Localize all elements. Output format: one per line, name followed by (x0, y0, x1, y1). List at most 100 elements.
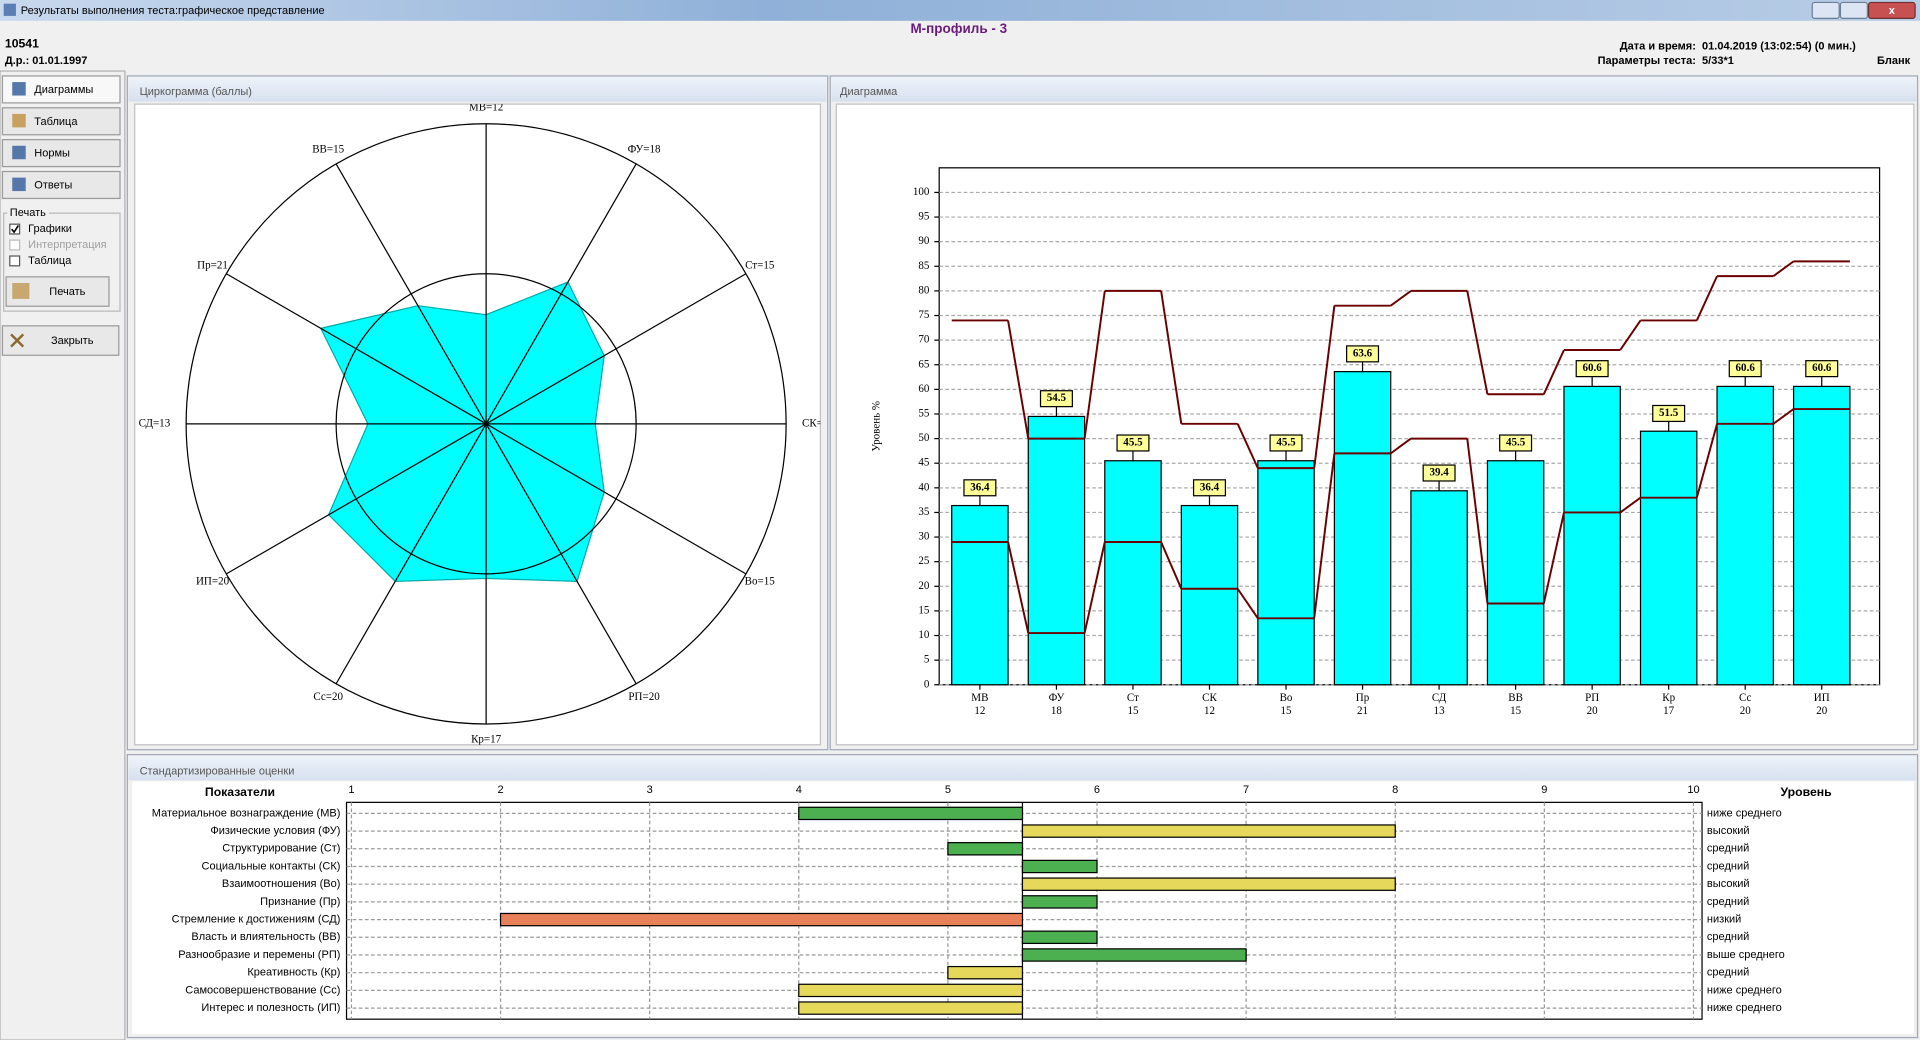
level-label: средний (1707, 896, 1749, 908)
norm-line-connector (1007, 320, 1030, 439)
y-tick-label: 5 (924, 654, 930, 666)
checkbox[interactable] (9, 255, 21, 267)
y-tick-label: 25 (918, 555, 930, 567)
x-tick-score: 17 (1663, 705, 1675, 717)
level-label: выше среднего (1707, 949, 1785, 961)
x-tick-label: 6 (1094, 784, 1100, 796)
x-tick-label: Ст (1127, 692, 1139, 704)
y-tick-label: 75 (918, 309, 930, 321)
row-label: Структурирование (Ст) (222, 843, 340, 855)
y-tick-label: 15 (918, 604, 930, 616)
row-label: Материальное вознаграждение (МВ) (152, 807, 341, 819)
x-tick-label: Сс (1739, 692, 1751, 704)
y-tick-label: 80 (918, 284, 930, 296)
norm-line-connector (1542, 349, 1565, 395)
level-label: высокий (1707, 825, 1750, 837)
bar (1716, 385, 1774, 686)
spoke (485, 423, 637, 685)
norm-line-connector (1160, 541, 1183, 590)
panel-title: Стандартизированные оценки (140, 766, 295, 778)
bar (1021, 930, 1098, 945)
panel-header (128, 755, 1917, 781)
minimize-button[interactable] (1811, 1, 1840, 19)
panel-header (831, 77, 1917, 102)
row-header: Показатели (205, 785, 275, 799)
x-tick-label: 2 (497, 784, 503, 796)
y-tick-label: 45 (918, 457, 930, 469)
bar (1021, 895, 1098, 909)
record-id: 10541 (5, 36, 39, 50)
value-label: 51.5 (1659, 407, 1679, 419)
norm-line-connector (1160, 290, 1183, 424)
checkbox-label: Интерпретация (28, 239, 107, 251)
y-tick-label: 55 (918, 408, 930, 420)
checkbox[interactable] (9, 223, 21, 235)
x-tick-score: 15 (1127, 705, 1139, 717)
value-label-box (1728, 360, 1762, 378)
value-label-box (1039, 390, 1073, 408)
print-button-label: Печать (49, 286, 85, 298)
sidebar (0, 70, 126, 1040)
value-label: 45.5 (1276, 437, 1296, 449)
x-tick-label: 1 (348, 784, 354, 796)
value-label: 60.6 (1736, 362, 1756, 374)
norm-line-connector (1695, 275, 1718, 321)
value-label: 36.4 (1200, 481, 1220, 493)
y-tick-label: 85 (918, 260, 930, 272)
close-icon (10, 333, 25, 348)
value-label: 45.5 (1123, 437, 1143, 449)
bar (1021, 948, 1247, 962)
x-tick-score: 12 (974, 705, 985, 717)
x-tick-label: МВ (971, 692, 988, 704)
value-label-box (1422, 464, 1456, 482)
y-tick-label: 35 (918, 506, 930, 518)
radar-label: Во=15 (745, 575, 776, 587)
level-label: ниже среднего (1707, 1002, 1782, 1014)
nav-icon (12, 145, 26, 160)
x-tick-score: 20 (1740, 705, 1752, 717)
bar (798, 983, 1024, 998)
x-tick-score: 12 (1204, 705, 1215, 717)
x-tick-label: СК (1202, 692, 1217, 704)
value-label: 54.5 (1047, 392, 1067, 404)
close-button[interactable] (1, 325, 120, 356)
close-window-button[interactable] (1867, 1, 1916, 19)
bar (1639, 430, 1698, 686)
x-tick-label: ВВ (1508, 692, 1523, 704)
norm-line-connector (1390, 290, 1412, 307)
print-group (3, 212, 121, 312)
row-label: Креативность (Кр) (247, 967, 340, 979)
value-label-box (1346, 345, 1380, 363)
level-label: средний (1707, 931, 1749, 943)
norm-line-connector (1619, 319, 1642, 351)
close-button-label: Закрыть (51, 335, 94, 347)
spoke (226, 273, 487, 425)
x-tick-score: 21 (1357, 705, 1368, 717)
y-tick-label: 60 (918, 383, 930, 395)
x-tick-label: 7 (1243, 784, 1249, 796)
row-label: Физические условия (ФУ) (210, 825, 340, 837)
level-label: высокий (1707, 878, 1750, 890)
value-label-box (963, 479, 997, 497)
radar-label: МВ=12 (469, 101, 503, 113)
norm-line-connector (1236, 423, 1259, 469)
y-tick-label: 90 (918, 235, 930, 247)
maximize-button[interactable] (1839, 1, 1868, 19)
x-tick-label: 5 (945, 784, 951, 796)
x-tick-label: 8 (1392, 784, 1398, 796)
params-value: 5/33*1 (1702, 55, 1734, 67)
value-label-box (1652, 404, 1686, 423)
radar-label: ИП=20 (196, 575, 230, 587)
y-tick-label: 40 (918, 481, 930, 493)
nav-button[interactable] (1, 75, 121, 104)
x-tick-score: 15 (1281, 705, 1293, 717)
y-axis-label: Уровень % (870, 401, 882, 452)
checkbox (9, 239, 21, 251)
group-label-bg (7, 207, 49, 220)
radar-chart: МВ=12 ФУ=18 Ст=15 СК=12 Во=15 РП=20 Кр=17 Сс=20… (139, 101, 821, 745)
x-tick-label: РП (1585, 692, 1599, 704)
panel-title: Циркограмма (баллы) (140, 86, 252, 98)
bar (1486, 460, 1545, 686)
row-label: Стремление к достижениям (СД) (172, 913, 341, 925)
